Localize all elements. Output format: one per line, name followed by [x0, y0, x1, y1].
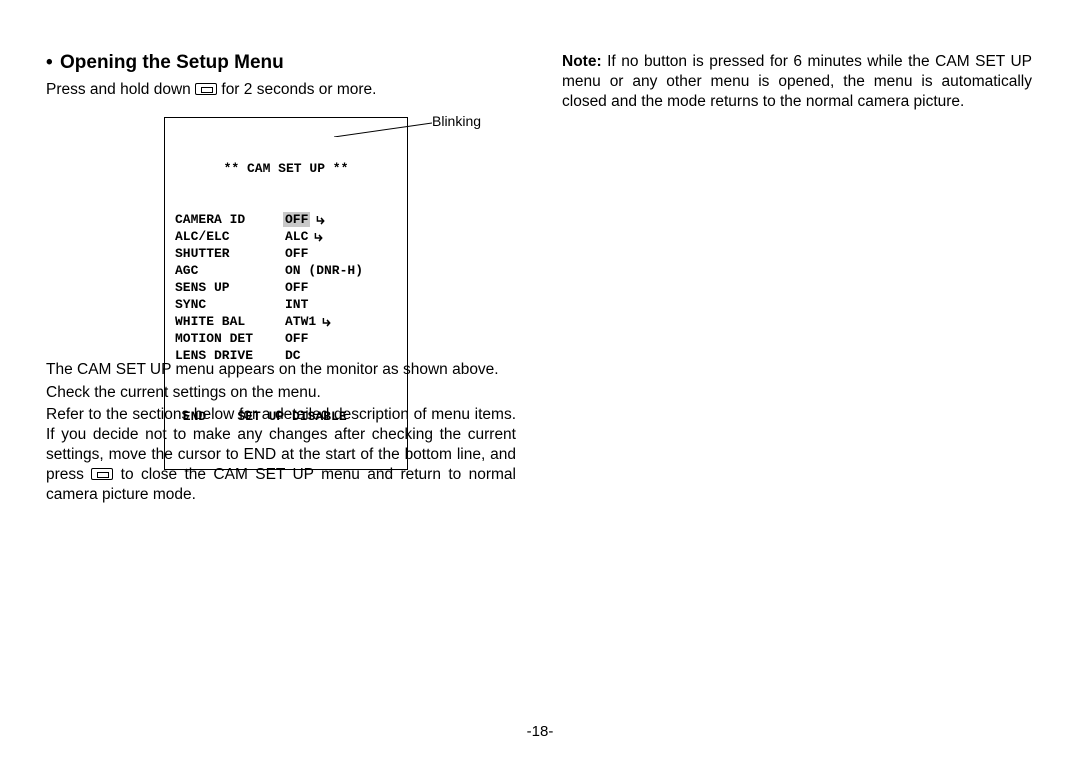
osd-value: OFF	[285, 245, 308, 262]
osd-value: INT	[285, 296, 308, 313]
osd-key: WHITE BAL	[175, 313, 285, 330]
menu-button-icon	[195, 83, 217, 95]
intro-pre: Press and hold down	[46, 81, 195, 98]
osd-value: OFF	[285, 279, 308, 296]
osd-key: AGC	[175, 262, 285, 279]
osd-row: SENS UPOFF	[175, 279, 397, 296]
osd-key: ALC/ELC	[175, 228, 285, 245]
body-p3-post: to close the CAM SET UP menu and return …	[46, 466, 516, 503]
osd-row: CAMERA IDOFF	[175, 211, 397, 228]
osd-key: LENS DRIVE	[175, 347, 285, 364]
right-column: Note: If no button is pressed for 6 minu…	[562, 52, 1032, 112]
heading-bullet: •	[46, 52, 60, 74]
intro-post: for 2 seconds or more.	[217, 81, 376, 98]
intro-line: Press and hold down for 2 seconds or mor…	[46, 80, 516, 99]
submenu-arrow-icon	[323, 313, 332, 330]
osd-key: SYNC	[175, 296, 285, 313]
note: Note: If no button is pressed for 6 minu…	[562, 52, 1032, 112]
osd-key: MOTION DET	[175, 330, 285, 347]
osd-key: CAMERA ID	[175, 211, 285, 228]
osd-value: ON (DNR-H)	[285, 262, 363, 279]
osd-footer: END SET UP DISABLE	[175, 408, 397, 425]
osd-value: DC	[285, 347, 301, 364]
osd-row: WHITE BALATW1	[175, 313, 397, 330]
heading-text: Opening the Setup Menu	[60, 52, 284, 73]
menu-button-icon	[91, 468, 113, 480]
callout-label: Blinking	[432, 113, 481, 129]
osd-menu: ** CAM SET UP ** CAMERA IDOFFALC/ELCALCS…	[164, 117, 408, 470]
osd-value: ALC	[285, 228, 324, 245]
osd-value: ATW1	[285, 313, 332, 330]
osd-rows: CAMERA IDOFFALC/ELCALCSHUTTEROFFAGCON (D…	[175, 211, 397, 364]
osd-wrap: ** CAM SET UP ** CAMERA IDOFFALC/ELCALCS…	[164, 117, 516, 332]
osd-title: ** CAM SET UP **	[175, 160, 397, 177]
section-heading: •Opening the Setup Menu	[46, 52, 516, 74]
left-column: •Opening the Setup Menu Press and hold d…	[46, 52, 516, 507]
page: •Opening the Setup Menu Press and hold d…	[0, 0, 1080, 758]
osd-row: SHUTTEROFF	[175, 245, 397, 262]
osd-row: MOTION DETOFF	[175, 330, 397, 347]
osd-row: LENS DRIVEDC	[175, 347, 397, 364]
osd-value: OFF	[285, 211, 326, 228]
osd-row: SYNCINT	[175, 296, 397, 313]
osd-value: OFF	[285, 330, 308, 347]
osd-row: ALC/ELCALC	[175, 228, 397, 245]
note-body: If no button is pressed for 6 minutes wh…	[562, 53, 1032, 110]
osd-row: AGCON (DNR-H)	[175, 262, 397, 279]
submenu-arrow-icon	[317, 211, 326, 228]
submenu-arrow-icon	[315, 228, 324, 245]
note-lead: Note:	[562, 53, 602, 70]
osd-key: SENS UP	[175, 279, 285, 296]
osd-key: SHUTTER	[175, 245, 285, 262]
page-number: -18-	[0, 723, 1080, 740]
